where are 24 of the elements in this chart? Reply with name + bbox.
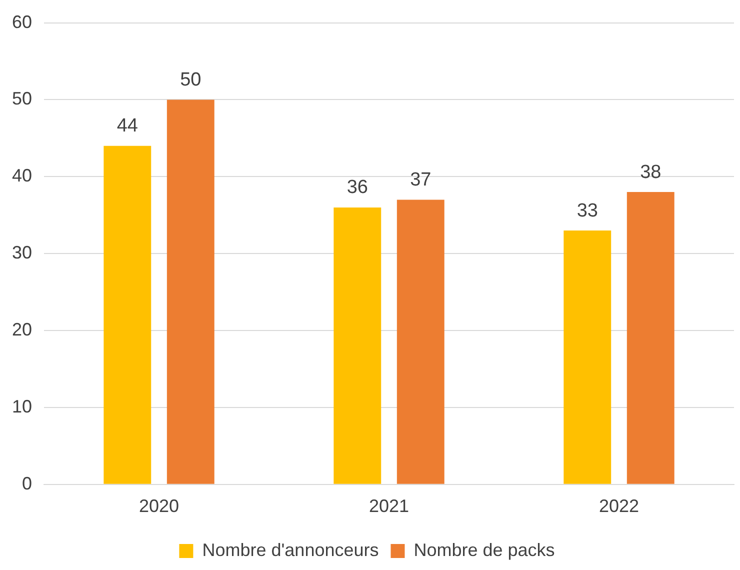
bar	[396, 200, 444, 484]
bar	[334, 207, 382, 484]
y-tick-label: 0	[22, 473, 32, 494]
y-tick-label: 40	[12, 166, 32, 186]
data-label: 37	[410, 169, 432, 190]
x-tick-label: 2021	[368, 496, 410, 516]
data-label: 33	[576, 200, 598, 222]
legend-label: Nombre d'annonceurs	[202, 540, 379, 560]
y-tick-label: 60	[12, 12, 32, 32]
data-label: 44	[116, 116, 138, 137]
legend-label: Nombre de packs	[414, 540, 555, 560]
data-label: 36	[346, 177, 368, 198]
bar	[104, 146, 152, 484]
y-tick-label: 20	[12, 320, 32, 340]
bar	[626, 192, 674, 484]
y-tick-label: 50	[12, 88, 32, 109]
bar	[564, 230, 612, 484]
data-label: 50	[180, 69, 202, 90]
data-label: 38	[640, 162, 662, 183]
x-tick-label: 2020	[138, 496, 180, 516]
y-tick-label: 10	[12, 396, 32, 416]
x-tick-label: 2022	[598, 496, 640, 516]
y-tick-label: 30	[12, 242, 32, 263]
bar	[166, 100, 214, 484]
